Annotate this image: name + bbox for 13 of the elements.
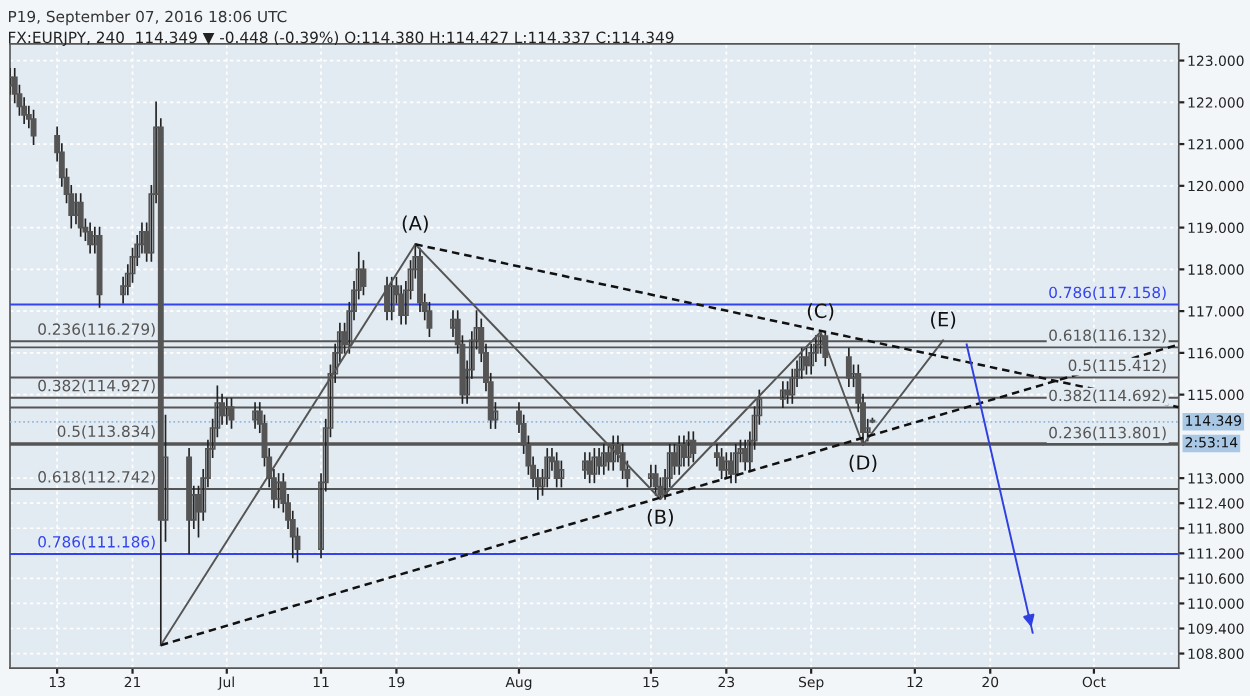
candlestick: [87, 222, 94, 254]
annotation: (B): [647, 509, 673, 527]
annotation: (C): [807, 303, 834, 321]
candlestick: [723, 452, 730, 479]
candlestick: [581, 452, 588, 479]
candlestick: [388, 276, 395, 321]
annotation: (A): [402, 215, 428, 233]
annotation: (D): [849, 454, 877, 473]
candlestick: [647, 464, 654, 488]
candlestick: [30, 109, 37, 145]
candlestick: [360, 260, 367, 296]
annotation: (E): [931, 311, 956, 329]
candlestick: [77, 193, 84, 237]
